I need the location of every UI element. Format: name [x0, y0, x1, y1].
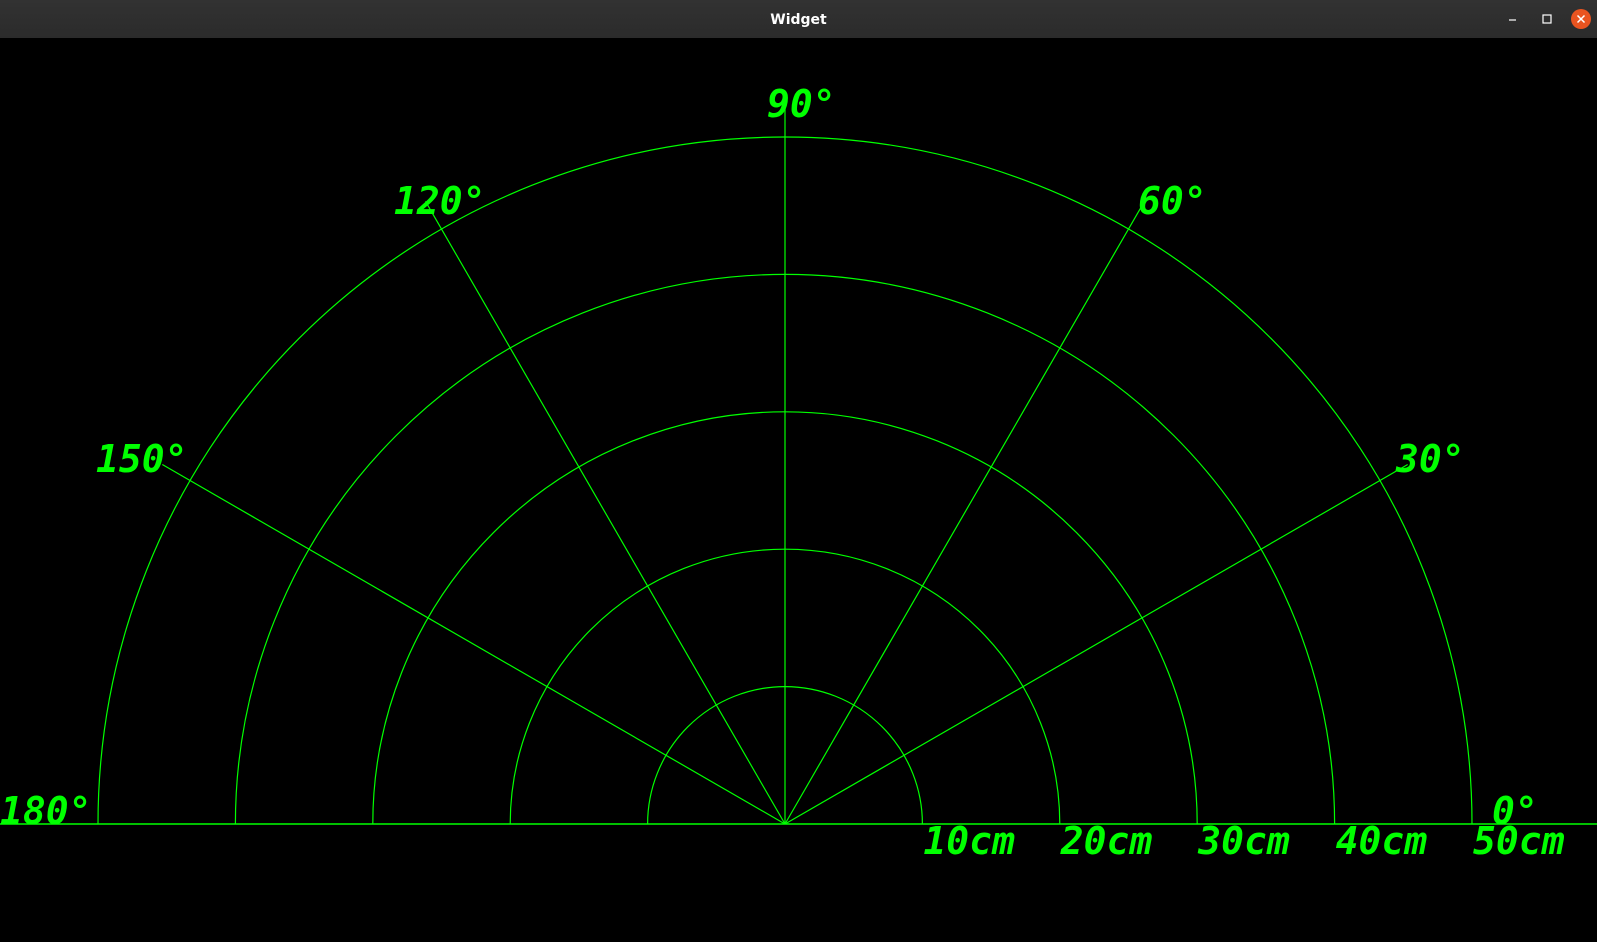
angle-label-180: 180°: [0, 789, 92, 833]
angle-spokes: [162, 105, 1408, 825]
angle-label-60: 60°: [1138, 179, 1207, 223]
angle-label-0: 0°: [1492, 789, 1538, 833]
close-button[interactable]: [1571, 9, 1591, 29]
maximize-button[interactable]: [1537, 9, 1557, 29]
range-labels: 10cm 20cm 30cm 40cm 50cm: [923, 819, 1564, 863]
range-label-50cm: 50cm: [1473, 819, 1565, 863]
spoke-60deg: [784, 201, 1146, 825]
angle-labels: 0° 30° 60° 90° 120° 150° 180°: [0, 82, 1538, 833]
spoke-120deg: [424, 201, 786, 825]
window-title: Widget: [770, 12, 827, 28]
spoke-150deg: [162, 463, 786, 825]
maximize-icon: [1542, 14, 1552, 24]
range-label-30cm: 30cm: [1197, 819, 1290, 863]
minimize-icon: [1509, 19, 1516, 21]
angle-label-120: 120°: [394, 179, 486, 223]
minimize-button[interactable]: [1503, 9, 1523, 29]
radar-canvas: 0° 30° 60° 90° 120° 150° 180° 10cm 20cm 30cm 40cm…: [0, 38, 1597, 942]
title-bar[interactable]: Widget: [0, 0, 1597, 39]
spoke-30deg: [784, 463, 1408, 825]
range-label-20cm: 20cm: [1060, 819, 1153, 863]
angle-label-150: 150°: [96, 437, 188, 481]
radar-display: 0° 30° 60° 90° 120° 150° 180° 10cm 20cm 30cm 40cm…: [0, 82, 1597, 863]
angle-label-30: 30°: [1395, 437, 1465, 481]
angle-label-90: 90°: [767, 82, 836, 126]
range-label-10cm: 10cm: [923, 819, 1015, 863]
close-icon: [1576, 14, 1586, 24]
range-label-40cm: 40cm: [1336, 819, 1428, 863]
